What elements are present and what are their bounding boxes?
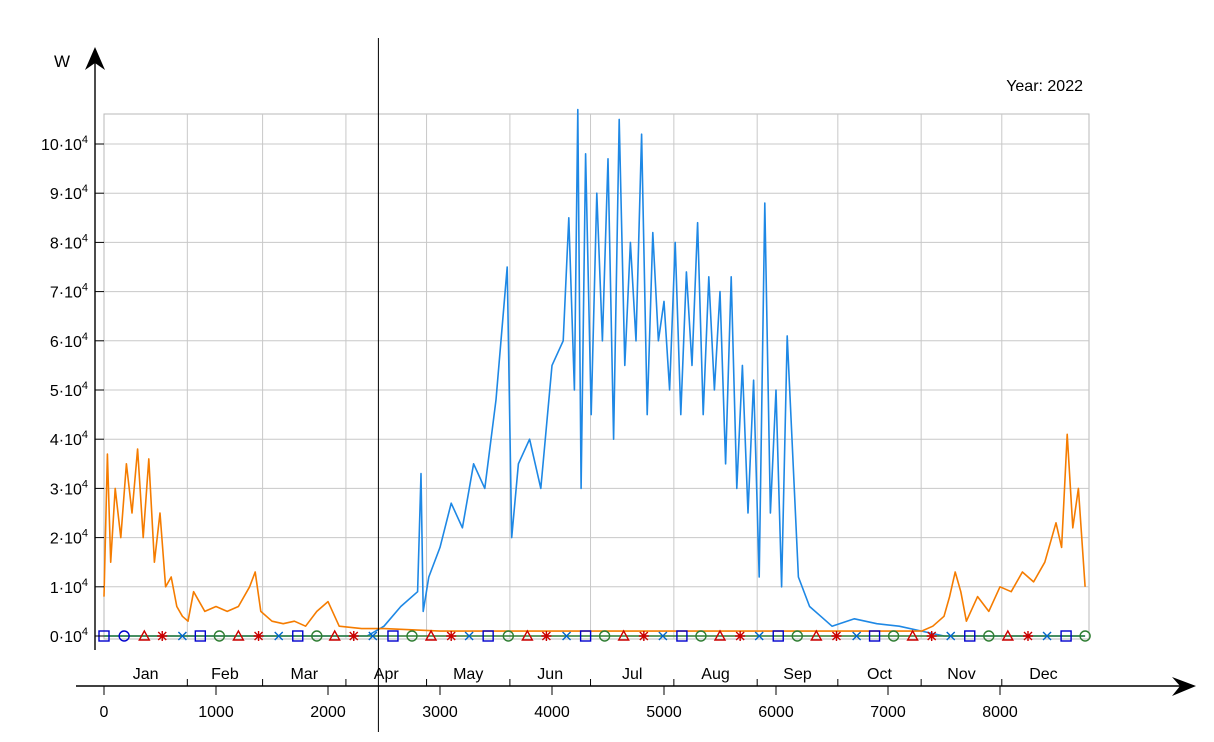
y-tick-label: 5·104 [50, 380, 88, 400]
marker-square [868, 630, 881, 642]
marker-star [446, 631, 457, 641]
x-tick-labels: 0 1000 2000 3000 4000 5000 6000 7000 8000 [100, 704, 1018, 721]
axes [76, 47, 1196, 696]
x-axis-arrow [1172, 677, 1196, 696]
y-tick-label: 3·104 [50, 478, 88, 498]
x-tick-label: 6000 [758, 704, 794, 721]
grid [104, 114, 1089, 639]
marker-strip [98, 629, 1091, 642]
x-tick-label: 1000 [198, 704, 234, 721]
series-group [103, 108, 1086, 637]
y-tick-label: 6·104 [50, 331, 88, 351]
marker-circle [502, 630, 515, 642]
marker-square [579, 630, 592, 642]
y-tick-label: 8·104 [50, 232, 88, 252]
marker-triangle [232, 629, 245, 641]
marker-triangle [617, 629, 630, 641]
marker-circle [791, 630, 803, 642]
y-tick-label: 1·104 [50, 577, 88, 597]
month-label-aug: Aug [701, 666, 729, 683]
marker-square [676, 630, 688, 642]
x-tick-label: 2000 [310, 704, 346, 721]
y-tick-label: 9·104 [50, 183, 88, 203]
marker-square [772, 630, 784, 642]
marker-star [157, 631, 168, 641]
y-tick-label: 10·104 [41, 134, 88, 154]
marker-cross [464, 631, 474, 641]
y-axis-arrow [85, 47, 105, 70]
x-tick-label: 3000 [422, 704, 458, 721]
marker-star [541, 631, 552, 641]
marker-cross [274, 631, 284, 641]
marker-square [292, 630, 304, 642]
y-tick-label: 2·104 [50, 528, 88, 548]
marker-star [638, 631, 649, 641]
month-label-oct: Oct [867, 666, 892, 683]
marker-cross [368, 631, 378, 641]
marker-triangle [138, 629, 151, 641]
marker-circle [118, 630, 130, 642]
marker-star [253, 631, 264, 641]
y-axis-unit: W [54, 52, 70, 71]
marker-cross [562, 631, 572, 641]
month-label-may: May [453, 666, 483, 683]
y-tick-labels: 0·104 1·104 2·104 3·104 4·104 5·104 6·104 7·104… [41, 134, 88, 646]
month-labels: Jan Feb Mar Apr May Jun Jul Aug Sep Oct Nov Dec [133, 666, 1058, 683]
x-tick-label: 0 [100, 704, 109, 721]
marker-star [926, 631, 937, 641]
y-tick-label: 4·104 [50, 429, 88, 449]
month-label-jun: Jun [537, 666, 563, 683]
marker-triangle [906, 629, 919, 641]
marker-circle [983, 630, 995, 642]
marker-cross [754, 631, 764, 641]
marker-circle [1079, 630, 1091, 642]
month-label-feb: Feb [211, 666, 239, 683]
marker-circle [213, 630, 226, 642]
year-label: Year: 2022 [1006, 78, 1083, 95]
marker-star [735, 631, 746, 641]
y-tick-label: 0·104 [50, 626, 88, 646]
marker-cross [946, 631, 956, 641]
x-tick-label: 7000 [870, 704, 906, 721]
marker-triangle [424, 629, 438, 641]
month-label-sep: Sep [783, 666, 812, 683]
marker-triangle [1001, 629, 1015, 641]
y-tick-label: 7·104 [50, 282, 88, 302]
month-label-jul: Jul [622, 666, 642, 683]
series-line-0 [104, 108, 1086, 637]
marker-circle [598, 630, 611, 642]
marker-triangle [713, 629, 727, 641]
marker-square [1060, 630, 1072, 642]
x-tick-label: 5000 [646, 704, 682, 721]
marker-star [348, 631, 359, 641]
x-tick-label: 4000 [534, 704, 570, 721]
marker-square [964, 630, 976, 642]
marker-square [387, 630, 399, 642]
marker-square [482, 630, 494, 642]
marker-circle [887, 630, 900, 642]
x-tick-label: 8000 [982, 704, 1018, 721]
marker-circle [695, 630, 707, 642]
marker-triangle [521, 629, 534, 641]
marker-star [1023, 631, 1033, 641]
marker-circle [406, 630, 418, 642]
month-label-apr: Apr [374, 666, 400, 683]
month-label-jan: Jan [133, 666, 159, 683]
month-label-dec: Dec [1029, 666, 1057, 683]
marker-star [831, 631, 842, 641]
month-label-nov: Nov [947, 666, 975, 683]
marker-triangle [328, 629, 341, 641]
marker-cross [658, 631, 668, 641]
marker-cross [177, 631, 187, 641]
marker-circle [311, 630, 323, 642]
series-line-1 [103, 433, 1086, 632]
marker-square [194, 630, 207, 642]
marker-cross [852, 631, 862, 641]
marker-triangle [810, 629, 823, 641]
month-label-mar: Mar [290, 666, 318, 683]
marker-cross [1042, 631, 1052, 641]
